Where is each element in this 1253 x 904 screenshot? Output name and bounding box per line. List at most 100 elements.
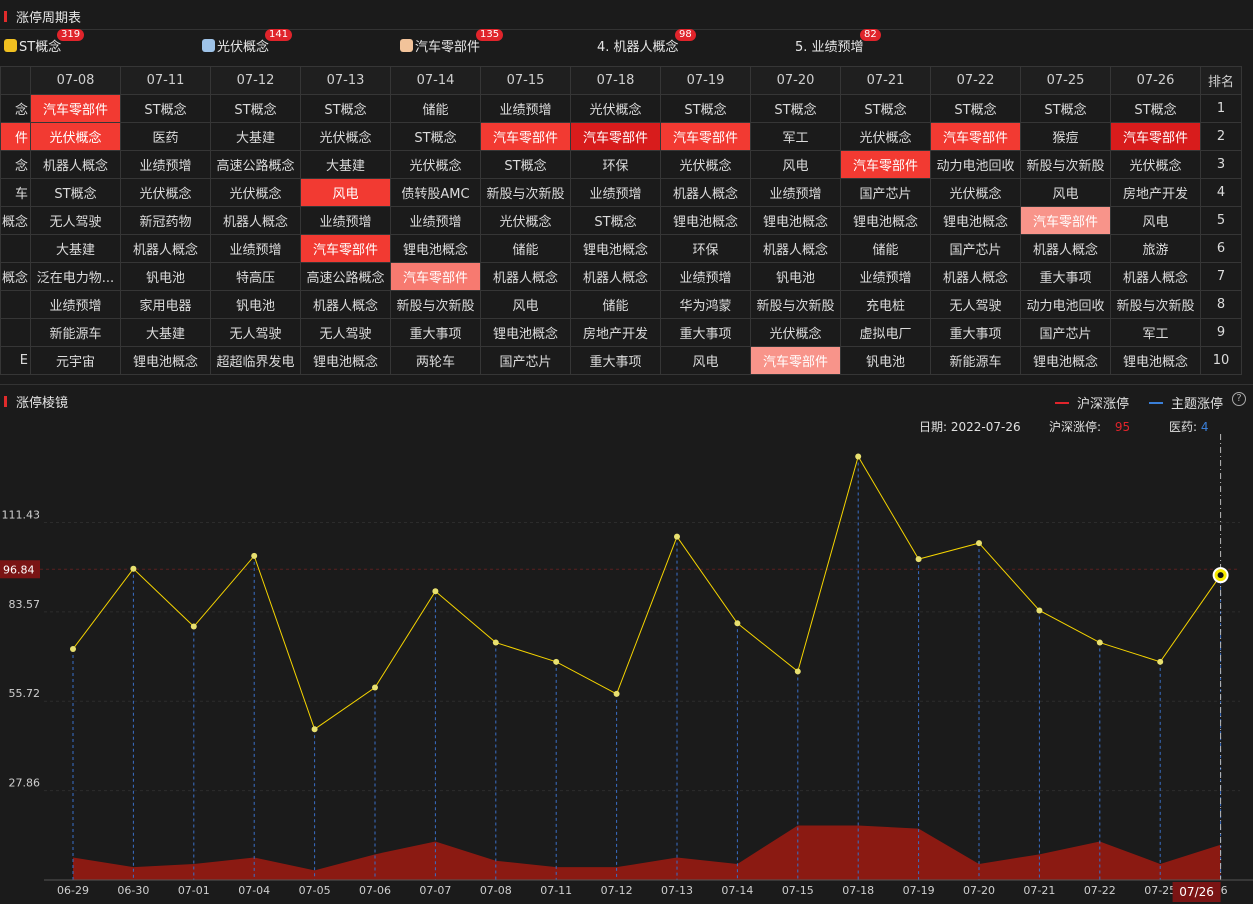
concept-cell[interactable]: 储能: [390, 94, 481, 123]
date-header[interactable]: 07-20: [750, 66, 841, 95]
concept-cell[interactable]: 风电: [750, 150, 841, 179]
data-point[interactable]: [1096, 639, 1103, 646]
data-point[interactable]: [492, 639, 499, 646]
concept-cell[interactable]: 汽车零部件: [1020, 206, 1111, 235]
concept-cell[interactable]: 光伏概念: [570, 94, 661, 123]
concept-cell[interactable]: ST概念: [660, 94, 751, 123]
concept-cell[interactable]: 锂电池概念: [840, 206, 931, 235]
concept-item[interactable]: 5. 业绩预增 82: [795, 29, 881, 56]
concept-cell[interactable]: ST概念: [480, 150, 571, 179]
concept-cell[interactable]: 业绩预增: [840, 262, 931, 291]
cut-off-cell[interactable]: 念: [0, 150, 31, 179]
concept-cell[interactable]: 军工: [1110, 318, 1201, 347]
prism-chart[interactable]: 111.43 83.57 55.72 27.86 96.84 06-29 06-30 07-0…: [0, 434, 1253, 904]
concept-cell[interactable]: 业绩预增: [660, 262, 751, 291]
concept-cell[interactable]: 元宇宙: [30, 346, 121, 375]
date-header[interactable]: 07-14: [390, 66, 481, 95]
concept-cell[interactable]: 钒电池: [120, 262, 211, 291]
concept-cell[interactable]: 光伏概念: [480, 206, 571, 235]
concept-cell[interactable]: 风电: [1110, 206, 1201, 235]
concept-cell[interactable]: ST概念: [30, 178, 121, 207]
legend-theme[interactable]: 主题涨停: [1149, 393, 1223, 412]
concept-cell[interactable]: 机器人概念: [300, 290, 391, 319]
date-header[interactable]: 07-21: [840, 66, 931, 95]
concept-cell[interactable]: 大基建: [300, 150, 391, 179]
concept-cell[interactable]: 钒电池: [750, 262, 841, 291]
cut-off-cell[interactable]: [0, 290, 31, 319]
concept-cell[interactable]: 光伏概念: [210, 178, 301, 207]
data-point[interactable]: [1036, 607, 1043, 614]
concept-cell[interactable]: 重大事项: [390, 318, 481, 347]
concept-cell[interactable]: 无人驾驶: [210, 318, 301, 347]
concept-item[interactable]: 汽车零部件 135: [400, 29, 504, 56]
concept-cell[interactable]: 汽车零部件: [840, 150, 931, 179]
concept-cell[interactable]: 家用电器: [120, 290, 211, 319]
concept-cell[interactable]: 光伏概念: [930, 178, 1021, 207]
concept-cell[interactable]: 光伏概念: [300, 122, 391, 151]
concept-cell[interactable]: 光伏概念: [120, 178, 211, 207]
date-header[interactable]: 07-08: [30, 66, 121, 95]
concept-cell[interactable]: 债转股AMC: [390, 178, 481, 207]
data-point[interactable]: [734, 620, 741, 627]
concept-cell[interactable]: 虚拟电厂: [840, 318, 931, 347]
data-point[interactable]: [190, 623, 197, 630]
data-point[interactable]: [311, 726, 318, 733]
concept-cell[interactable]: 环保: [660, 234, 751, 263]
concept-cell[interactable]: 重大事项: [930, 318, 1021, 347]
data-point[interactable]: [613, 690, 620, 697]
concept-cell[interactable]: 大基建: [210, 122, 301, 151]
concept-cell[interactable]: 汽车零部件: [660, 122, 751, 151]
data-point[interactable]: [976, 540, 982, 547]
cut-off-cell[interactable]: 概念: [0, 262, 31, 291]
concept-cell[interactable]: 医药: [120, 122, 211, 151]
cut-off-cell[interactable]: 概念: [0, 206, 31, 235]
concept-cell[interactable]: 机器人概念: [1020, 234, 1111, 263]
concept-cell[interactable]: 业绩预增: [570, 178, 661, 207]
concept-cell[interactable]: 锂电池概念: [930, 206, 1021, 235]
concept-cell[interactable]: 新股与次新股: [1020, 150, 1111, 179]
concept-cell[interactable]: 旅游: [1110, 234, 1201, 263]
concept-cell[interactable]: 光伏概念: [840, 122, 931, 151]
concept-cell[interactable]: ST概念: [1110, 94, 1201, 123]
concept-cell[interactable]: 国产芯片: [1020, 318, 1111, 347]
concept-cell[interactable]: ST概念: [120, 94, 211, 123]
concept-cell[interactable]: 新能源车: [30, 318, 121, 347]
concept-cell[interactable]: 汽车零部件: [1110, 122, 1201, 151]
data-point[interactable]: [372, 684, 378, 691]
concept-cell[interactable]: ST概念: [840, 94, 931, 123]
cut-off-cell[interactable]: 念: [0, 94, 31, 123]
cut-off-cell[interactable]: E: [0, 346, 31, 375]
concept-cell[interactable]: 储能: [570, 290, 661, 319]
concept-cell[interactable]: 泛在电力物...: [30, 262, 121, 291]
concept-cell[interactable]: 国产芯片: [930, 234, 1021, 263]
concept-cell[interactable]: 机器人概念: [930, 262, 1021, 291]
concept-cell[interactable]: 钒电池: [840, 346, 931, 375]
concept-cell[interactable]: 国产芯片: [840, 178, 931, 207]
concept-cell[interactable]: 充电桩: [840, 290, 931, 319]
concept-cell[interactable]: 高速公路概念: [300, 262, 391, 291]
concept-cell[interactable]: 房地产开发: [1110, 178, 1201, 207]
concept-cell[interactable]: 机器人概念: [750, 234, 841, 263]
data-point[interactable]: [70, 645, 76, 652]
data-point[interactable]: [553, 658, 560, 665]
concept-cell[interactable]: 新冠药物: [120, 206, 211, 235]
concept-cell[interactable]: 高速公路概念: [210, 150, 301, 179]
concept-cell[interactable]: ST概念: [390, 122, 481, 151]
concept-cell[interactable]: ST概念: [1020, 94, 1111, 123]
concept-cell[interactable]: 新股与次新股: [1110, 290, 1201, 319]
date-header[interactable]: 07-26: [1110, 66, 1201, 95]
data-point[interactable]: [1157, 658, 1164, 665]
concept-cell[interactable]: 新股与次新股: [480, 178, 571, 207]
concept-cell[interactable]: 锂电池概念: [570, 234, 661, 263]
date-header[interactable]: 07-13: [300, 66, 391, 95]
concept-cell[interactable]: 锂电池概念: [1020, 346, 1111, 375]
concept-cell[interactable]: 无人驾驶: [30, 206, 121, 235]
data-point[interactable]: [794, 668, 801, 675]
concept-cell[interactable]: 特高压: [210, 262, 301, 291]
concept-cell[interactable]: 光伏概念: [30, 122, 121, 151]
concept-cell[interactable]: 大基建: [120, 318, 211, 347]
concept-cell[interactable]: ST概念: [210, 94, 301, 123]
concept-cell[interactable]: 环保: [570, 150, 661, 179]
concept-cell[interactable]: 无人驾驶: [930, 290, 1021, 319]
concept-cell[interactable]: 锂电池概念: [390, 234, 481, 263]
